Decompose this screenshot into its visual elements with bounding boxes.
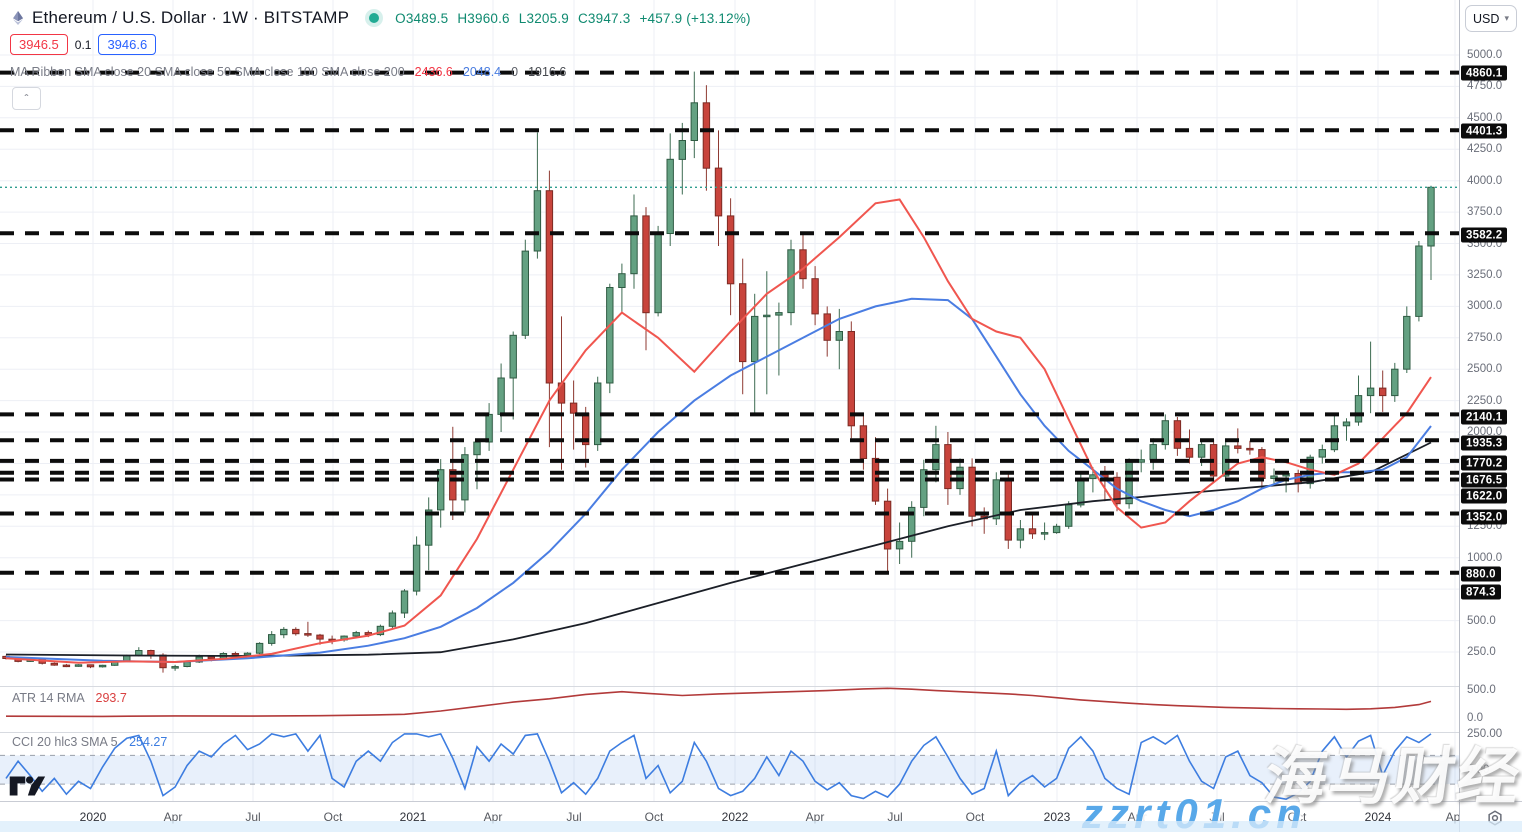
price-label: 250.00 xyxy=(1467,728,1503,740)
chevron-down-icon: ▾ xyxy=(1504,13,1509,23)
price-badge[interactable]: 874.3 xyxy=(1461,584,1501,600)
time-label: Jul xyxy=(887,810,903,824)
price-axis[interactable]: USD ▾ 5000.0 4750.0 4500.0 4250.0 4000.0 3750… xyxy=(1459,0,1522,801)
time-label: 2023 xyxy=(1043,810,1071,824)
time-label: Apr xyxy=(805,810,825,824)
time-label: Oct xyxy=(323,810,343,824)
ma-ribbon-sma100-value: 0 xyxy=(511,65,519,79)
time-label: Apr xyxy=(483,810,503,824)
ma-ribbon-label: MA Ribbon SMA close 20 SMA close 50 SMA … xyxy=(10,65,405,79)
price-badge[interactable]: 1770.2 xyxy=(1461,455,1508,471)
buy-price-button[interactable]: 3946.6 xyxy=(98,34,157,55)
atr-label: ATR 14 RMA xyxy=(12,691,85,705)
price-label: 500.0 xyxy=(1467,684,1496,696)
atr-legend[interactable]: ATR 14 RMA 293.7 xyxy=(12,691,127,705)
time-label: 2021 xyxy=(399,810,427,824)
time-label: 2020 xyxy=(79,810,107,824)
price-label: 4500.0 xyxy=(1467,112,1503,124)
axis-corner xyxy=(1459,801,1522,832)
collapse-pane-button[interactable]: ˆ xyxy=(12,87,41,110)
cci-value: 254.27 xyxy=(129,735,168,749)
price-label: 5000.0 xyxy=(1467,49,1503,61)
price-badge[interactable]: 3582.2 xyxy=(1461,227,1508,243)
atr-value: 293.7 xyxy=(95,691,127,705)
price-badge[interactable]: 1935.3 xyxy=(1461,435,1508,451)
price-label: 0.00 xyxy=(1467,764,1490,776)
time-label: Jul xyxy=(566,810,582,824)
ma-ribbon-sma200-value: 1916.6 xyxy=(528,65,567,79)
price-label: 500.0 xyxy=(1467,615,1496,627)
symbol-title[interactable]: Ethereum / U.S. Dollar · 1W · BITSTAMP xyxy=(32,8,350,27)
price-badge[interactable]: 880.0 xyxy=(1461,566,1501,582)
cci-band xyxy=(0,755,1459,785)
ethereum-icon xyxy=(13,11,23,25)
low-value: L3205.9 xyxy=(518,10,569,26)
cci-label: CCI 20 hlc3 SMA 5 xyxy=(12,735,118,749)
ma-ribbon-sma50-value: 2048.4 xyxy=(462,65,502,79)
tradingview-logo[interactable] xyxy=(8,772,46,800)
price-badge[interactable]: 4401.3 xyxy=(1461,123,1508,139)
price-label: 2250.0 xyxy=(1467,395,1503,407)
price-label: 4000.0 xyxy=(1467,175,1503,187)
price-badge[interactable]: 4860.1 xyxy=(1461,65,1508,81)
sell-price-button[interactable]: 3946.5 xyxy=(10,34,68,55)
price-label: 3750.0 xyxy=(1467,206,1503,218)
close-value: C3947.3 xyxy=(577,10,631,26)
time-label: Jul xyxy=(245,810,261,824)
cci-legend[interactable]: CCI 20 hlc3 SMA 5 254.27 xyxy=(12,735,167,749)
price-label: 0.0 xyxy=(1467,712,1483,724)
price-label: 3250.0 xyxy=(1467,269,1503,281)
price-label: 250.0 xyxy=(1467,646,1496,658)
bid-ask-row: 3946.5 0.1 3946.6 xyxy=(10,34,157,55)
time-label: Oct xyxy=(644,810,664,824)
settings-gear-icon[interactable] xyxy=(1486,809,1504,827)
price-label: 4750.0 xyxy=(1467,80,1503,92)
price-badge[interactable]: 2140.1 xyxy=(1461,409,1508,425)
price-badge[interactable]: 1676.5 xyxy=(1461,472,1508,488)
price-badge[interactable]: 1622.0 xyxy=(1461,488,1508,504)
market-status-dot[interactable] xyxy=(369,13,380,23)
time-label: Oct xyxy=(1287,810,1307,824)
symbol-header[interactable]: Ethereum / U.S. Dollar · 1W · BITSTAMP O… xyxy=(10,8,751,28)
spread-value: 0.1 xyxy=(74,37,92,52)
cci-line xyxy=(5,732,1432,801)
time-label: 2022 xyxy=(721,810,749,824)
price-label: 3000.0 xyxy=(1467,300,1503,312)
ohlc-values: O3489.5 H3960.6 L3205.9 C3947.3 +457.9 (… xyxy=(395,11,751,26)
sma200-line xyxy=(5,441,1432,657)
price-label: 1000.0 xyxy=(1467,552,1503,564)
ma-ribbon-sma20-value: 2436.6 xyxy=(414,65,453,79)
currency-label: USD xyxy=(1473,11,1500,26)
currency-dropdown[interactable]: USD ▾ xyxy=(1465,5,1517,32)
price-label: 4250.0 xyxy=(1467,143,1503,155)
high-value: H3960.6 xyxy=(457,10,510,26)
price-label: 2500.0 xyxy=(1467,363,1503,375)
open-value: O3489.5 xyxy=(395,10,449,26)
price-label: 2000.0 xyxy=(1467,426,1503,438)
sma50-line xyxy=(5,297,1432,664)
price-label: 2750.0 xyxy=(1467,332,1503,344)
ma-ribbon-legend[interactable]: MA Ribbon SMA close 20 SMA close 50 SMA … xyxy=(10,65,566,79)
price-badge[interactable]: 1352.0 xyxy=(1461,509,1508,525)
time-label: Apr xyxy=(1127,810,1147,824)
time-label: 2024 xyxy=(1364,810,1392,824)
change-value: +457.9 (+13.12%) xyxy=(639,10,751,26)
time-label: Jul xyxy=(1209,810,1225,824)
time-label: Oct xyxy=(965,810,985,824)
candles xyxy=(2,71,1435,673)
atr-line xyxy=(5,687,1432,718)
time-label: Apr xyxy=(163,810,183,824)
chevron-up-icon: ˆ xyxy=(24,91,29,106)
chart-canvas[interactable] xyxy=(0,0,1459,801)
time-axis[interactable]: 2020 Apr Jul Oct 2021 Apr Jul Oct 2022 Apr Jul Oct 2… xyxy=(0,801,1464,832)
